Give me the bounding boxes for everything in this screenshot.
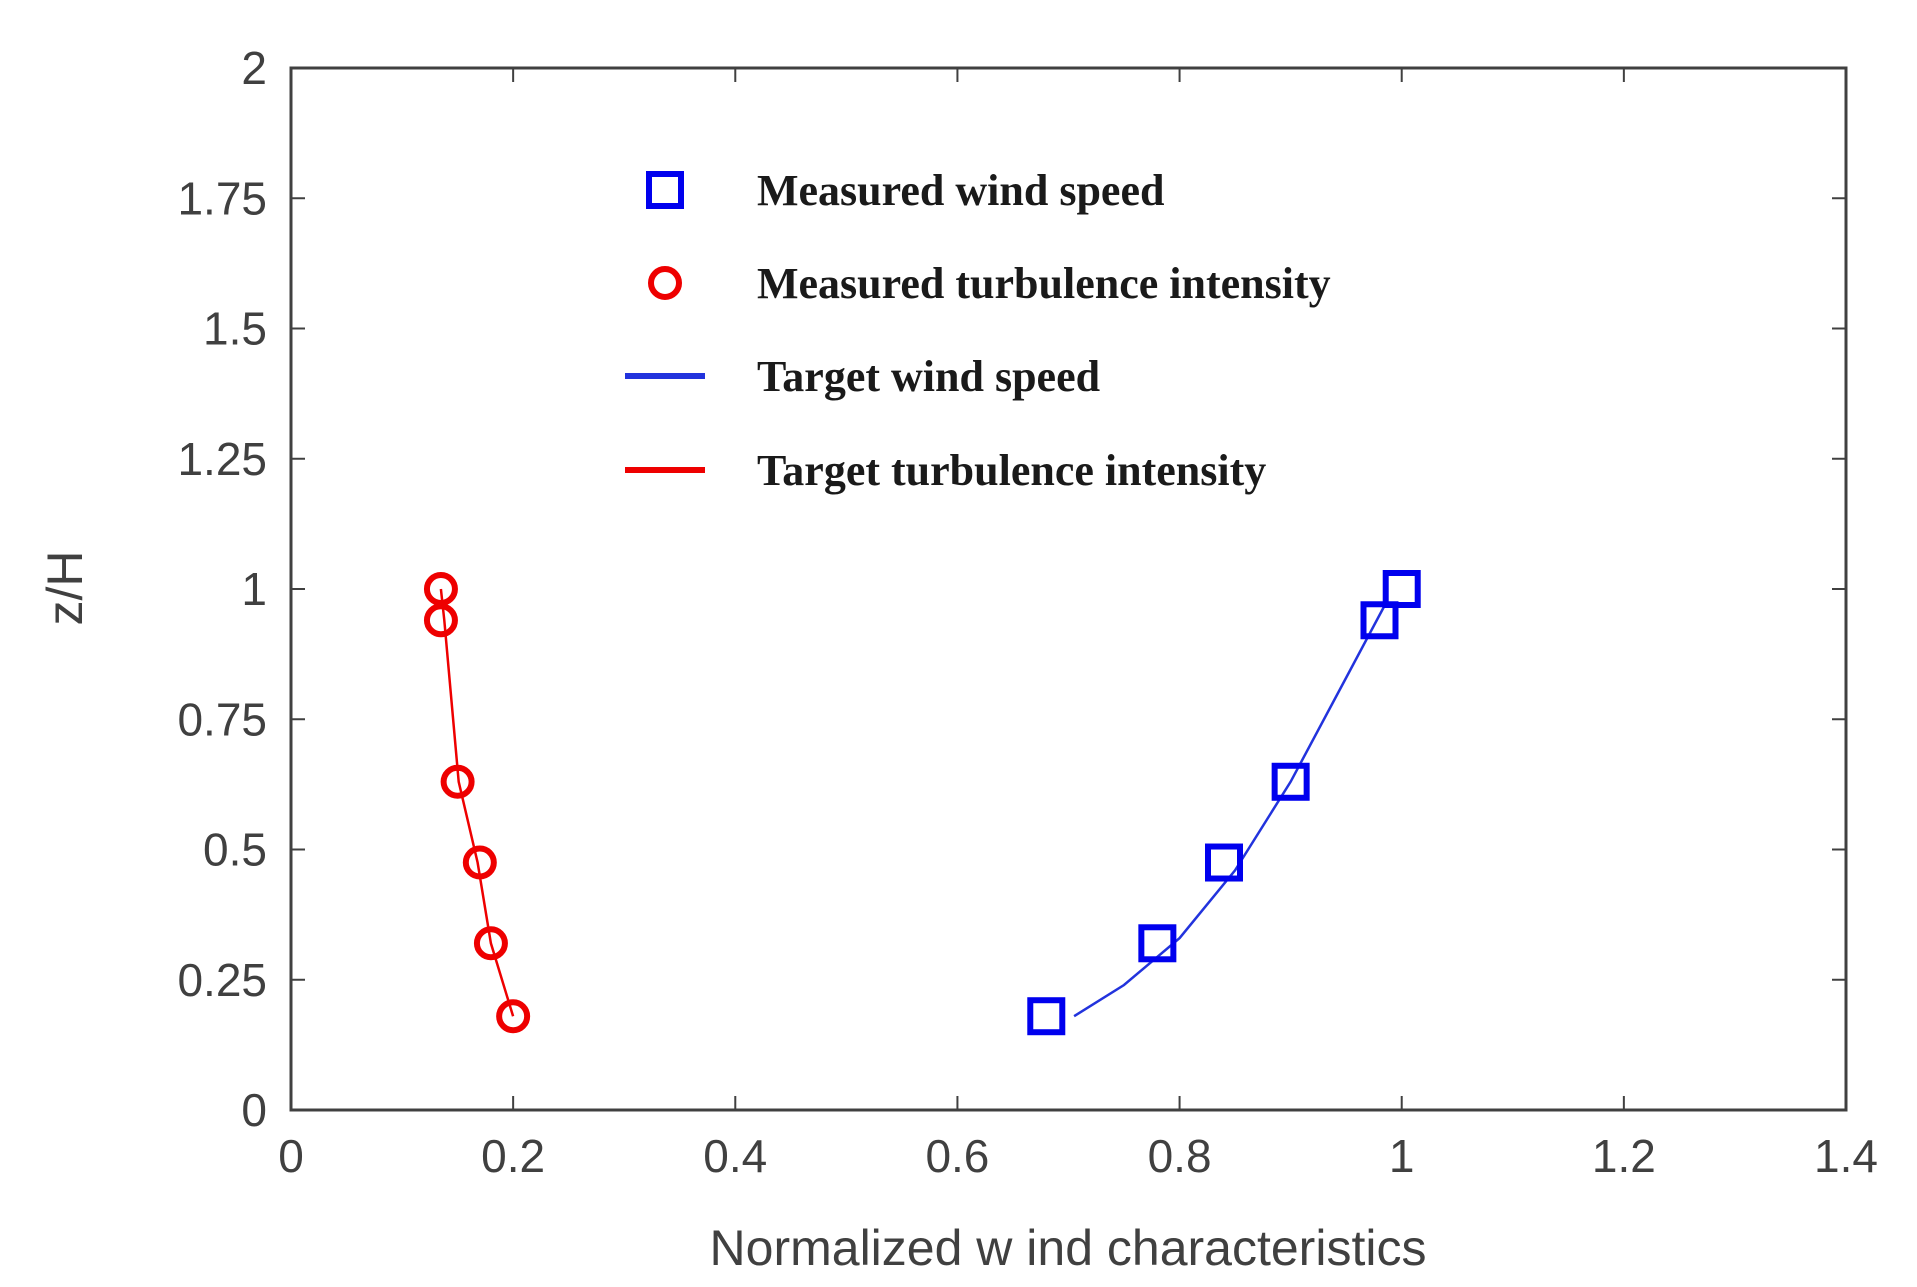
measured-turbulence-intensity-point: [462, 845, 497, 880]
x-tick-label: 1.4: [1814, 1130, 1878, 1182]
y-tick-label: 0.25: [177, 954, 267, 1006]
x-tick-label: 0.6: [925, 1130, 989, 1182]
plot-area: [289, 66, 1848, 1112]
measured-wind-speed-point: [1271, 762, 1310, 801]
y-tick-label: 1.5: [203, 303, 267, 355]
y-tick-label: 1.25: [177, 433, 267, 485]
series-markers: [423, 570, 1421, 1036]
x-tick-label: 1: [1389, 1130, 1415, 1182]
y-tick-label: 0.5: [203, 824, 267, 876]
x-tick-label: 0.2: [481, 1130, 545, 1182]
legend-target-wind-speed-label: Target wind speed: [757, 352, 1100, 401]
x-tick-label: 1.2: [1592, 1130, 1656, 1182]
legend-measured-wind-speed-symbol: [646, 171, 684, 209]
legend-measured-turbulence-intensity-label: Measured turbulence intensity: [757, 259, 1331, 308]
measured-wind-speed-point: [1138, 924, 1177, 963]
x-tick-label: 0.4: [703, 1130, 767, 1182]
measured-turbulence-intensity-point: [473, 926, 508, 961]
target-wind-speed-line: [1073, 604, 1387, 1018]
legend-target-turbulence-intensity-label: Target turbulence intensity: [757, 446, 1266, 495]
measured-turbulence-intensity-point: [440, 764, 475, 799]
y-tick-label: 1.75: [177, 172, 267, 224]
measured-turbulence-intensity-point: [423, 603, 458, 638]
y-tick-label: 0.75: [177, 693, 267, 745]
measured-turbulence-intensity-point: [423, 572, 458, 606]
ticks: 0 0.2 0.4 0.6 0.8 1 1.2 1.4 0 0.25 0.5 0.75 1 1.25 1.5…: [177, 42, 1878, 1182]
legend: Measured wind speed Measured turbulence i…: [625, 166, 1331, 495]
x-tick-label: 0.8: [1148, 1130, 1212, 1182]
legend-measured-wind-speed-label: Measured wind speed: [757, 166, 1164, 215]
measured-turbulence-intensity-point: [496, 999, 531, 1034]
x-tick-label: 0: [278, 1130, 304, 1182]
measured-wind-speed-point: [1027, 997, 1066, 1036]
measured-wind-speed-point: [1382, 570, 1421, 608]
legend-measured-turbulence-intensity-symbol: [648, 266, 682, 300]
x-axis-title: Normalized w ind characteristics: [710, 1220, 1427, 1276]
y-tick-label: 2: [241, 42, 267, 94]
measured-wind-speed-point: [1360, 601, 1399, 640]
measured-wind-speed-point: [1205, 843, 1243, 882]
y-axis-title: z/H: [37, 551, 93, 626]
y-tick-label: 0: [241, 1084, 267, 1136]
y-tick-label: 1: [241, 563, 267, 615]
